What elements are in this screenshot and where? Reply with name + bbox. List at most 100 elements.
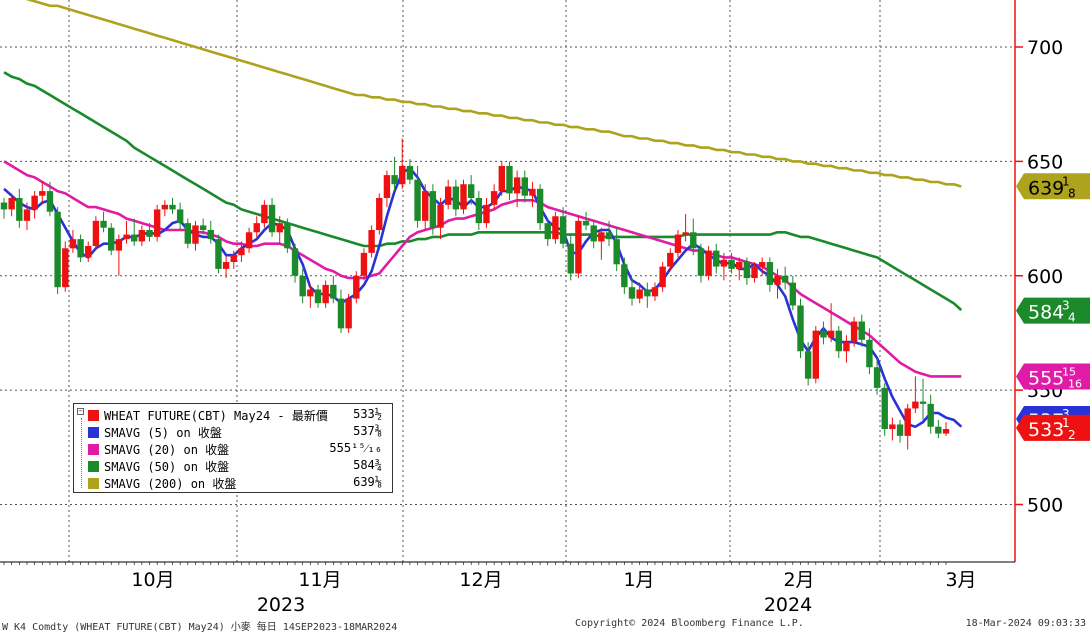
candle-body xyxy=(521,177,528,196)
legend-value: 584¾ xyxy=(353,458,382,472)
candle-body xyxy=(39,191,46,196)
candle-body xyxy=(253,223,260,233)
candle-body xyxy=(667,252,674,267)
candle-body xyxy=(207,230,214,240)
candle-body xyxy=(169,204,176,210)
candle-body xyxy=(621,264,628,288)
candle-body xyxy=(8,197,15,210)
tag-fraction-numerator: 15 xyxy=(1062,366,1076,379)
tag-shape xyxy=(1016,363,1090,390)
candle-body xyxy=(437,204,444,228)
candle-body xyxy=(567,243,574,274)
candle-body xyxy=(766,262,774,285)
y-tick-label: 650 xyxy=(1027,151,1063,173)
ma-line xyxy=(3,71,963,312)
candle-body xyxy=(452,186,460,210)
candle-body xyxy=(406,165,414,180)
candle-body xyxy=(866,339,873,368)
candle-body xyxy=(889,424,896,430)
x-month-label: 11月 xyxy=(298,569,341,591)
x-month-label: 12月 xyxy=(459,569,502,591)
candle-body xyxy=(376,197,383,230)
tag-value: 639 xyxy=(1028,177,1064,199)
candle-body xyxy=(391,175,398,185)
tag-fraction-numerator: 3 xyxy=(1062,407,1070,421)
candle-body xyxy=(720,259,728,267)
candle-body xyxy=(804,351,812,379)
candle-body xyxy=(827,330,835,338)
candle-body xyxy=(904,408,911,436)
candle-body xyxy=(529,188,536,196)
candle-body xyxy=(77,239,84,258)
candle-body xyxy=(881,387,888,430)
legend-swatch xyxy=(88,478,99,489)
x-axis: 10月 11月 12月 1月 2月 3月 2023 2024 xyxy=(0,561,1015,616)
candle-body xyxy=(498,165,506,192)
candle-body xyxy=(728,259,735,269)
tag-fraction-denominator: 8 xyxy=(1068,186,1076,200)
candle-body xyxy=(628,287,636,299)
candle-body xyxy=(215,239,222,269)
footer-copyright: Copyright© 2024 Bloomberg Finance L.P. xyxy=(575,618,804,629)
legend-tree-line xyxy=(81,418,83,488)
candle-body xyxy=(659,266,666,288)
candle-body xyxy=(23,209,31,221)
candle-body xyxy=(115,239,123,251)
candle-body xyxy=(713,250,720,267)
candle-body xyxy=(835,330,842,352)
candle-body xyxy=(483,204,490,224)
candle-body xyxy=(751,266,758,279)
candle-body xyxy=(912,401,919,409)
candle-body xyxy=(123,234,130,240)
candle-body xyxy=(345,298,352,329)
candle-body xyxy=(736,262,743,269)
candle-body xyxy=(544,223,551,240)
candle-body xyxy=(613,239,620,265)
candle-body xyxy=(100,220,107,228)
candle-body xyxy=(222,262,230,269)
candle-body xyxy=(758,262,766,267)
candle-body xyxy=(536,188,544,224)
candle-body xyxy=(850,321,858,343)
legend-swatch xyxy=(88,444,99,455)
candle-body xyxy=(674,234,682,253)
candle-body xyxy=(636,289,643,299)
candle-body xyxy=(291,248,299,276)
candle-body xyxy=(475,197,483,224)
candle-body xyxy=(705,250,712,276)
legend-label: SMAVG (5) on 收盤 xyxy=(104,426,222,440)
candle-body xyxy=(268,204,276,233)
candle-body xyxy=(161,204,169,210)
candle-body xyxy=(429,191,437,228)
legend-label: SMAVG (200) on 收盤 xyxy=(104,477,237,491)
candle-body xyxy=(0,202,8,210)
candle-body xyxy=(820,330,827,338)
y-tick-label: 700 xyxy=(1027,37,1063,59)
legend-label: SMAVG (50) on 收盤 xyxy=(104,460,230,474)
candle-body xyxy=(146,230,153,237)
candle-body xyxy=(192,225,199,244)
tag-shape xyxy=(1016,173,1090,200)
candle-body xyxy=(16,197,23,221)
legend-label: WHEAT FUTURE(CBT) May24 - 最新價 xyxy=(104,409,328,423)
candle-body xyxy=(399,165,406,185)
x-year-label: 2023 xyxy=(257,594,305,616)
candle-body xyxy=(690,232,697,249)
candle-body xyxy=(843,342,850,352)
legend-collapse-icon[interactable]: − xyxy=(77,407,84,415)
candle-body xyxy=(513,177,521,194)
candle-body xyxy=(54,211,61,288)
footer-ticker: W K4 Comdty (WHEAT FUTURE(CBT) May24) 小麥… xyxy=(2,622,398,633)
candle-body xyxy=(467,184,475,198)
candle-body xyxy=(697,248,705,276)
candle-body xyxy=(92,220,100,247)
tag-fraction-numerator: 1 xyxy=(1062,174,1070,188)
tag-value: 555 xyxy=(1028,368,1064,390)
candle-body xyxy=(330,284,337,299)
candle-body xyxy=(927,403,934,427)
candle-body xyxy=(590,225,597,242)
